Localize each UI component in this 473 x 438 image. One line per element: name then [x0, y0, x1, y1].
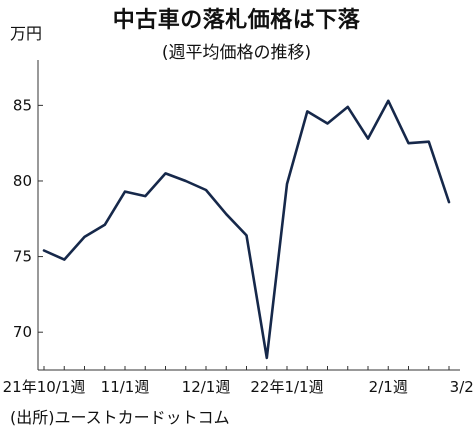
x-tick-label-4: 2/1週 — [369, 378, 408, 396]
chart-subtitle: (週平均価格の推移) — [161, 43, 312, 63]
y-tick-label-75: 75 — [13, 248, 32, 266]
source-note: (出所)ユーストカードットコム — [10, 408, 230, 427]
y-tick-label-70: 70 — [13, 323, 32, 341]
x-tick-label-3: 22年1/1週 — [250, 378, 323, 396]
x-tick-label-2: 12/1週 — [182, 378, 231, 396]
y-axis-unit: 万円 — [10, 24, 43, 43]
y-tick-label-85: 85 — [13, 96, 32, 114]
y-tick-label-80: 80 — [13, 172, 32, 190]
x-tick-label-5: 3/2週 — [450, 378, 473, 396]
x-tick-label-1: 11/1週 — [101, 378, 150, 396]
series-line — [42, 99, 451, 360]
x-tick-label-0: 21年10/1週 — [3, 378, 86, 396]
chart-title: 中古車の落札価格は下落 — [112, 8, 361, 33]
